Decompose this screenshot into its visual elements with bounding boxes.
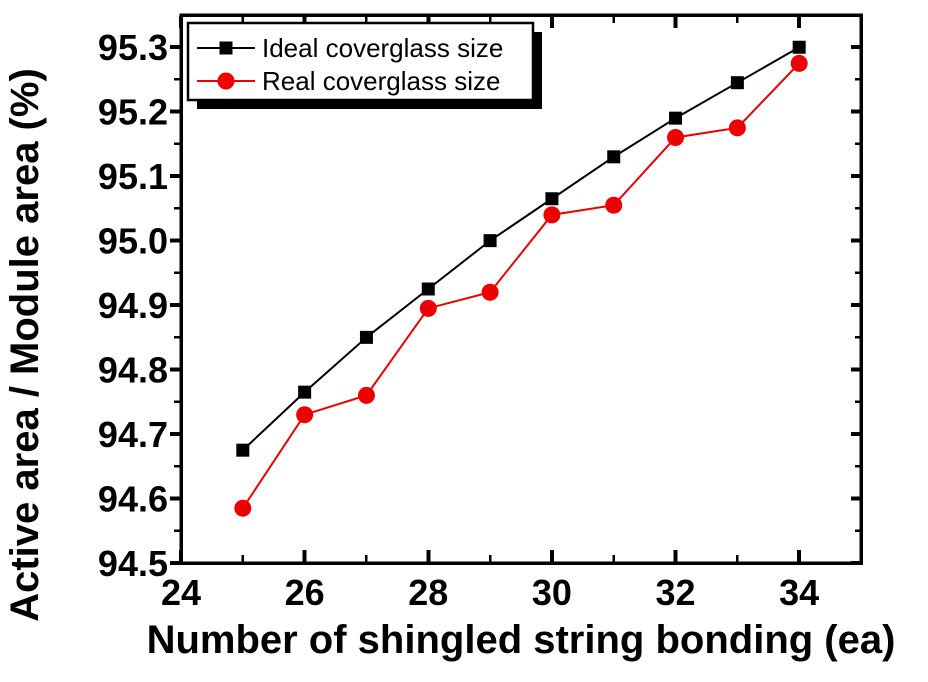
y-axis-title: Active area / Module area (%) xyxy=(3,68,47,622)
data-point xyxy=(234,499,252,517)
data-point xyxy=(545,192,559,206)
x-tick-labels: 24 26 28 30 32 34 xyxy=(161,572,819,613)
data-point xyxy=(730,76,744,90)
x-axis-title: Number of shingled string bonding (ea) xyxy=(147,618,896,662)
data-point xyxy=(792,40,806,54)
y-tick-label: 95.3 xyxy=(98,27,168,68)
legend-label: Ideal coverglass size xyxy=(262,33,503,63)
data-point xyxy=(298,385,312,399)
data-point xyxy=(728,119,746,137)
series-line xyxy=(242,46,800,451)
y-tick-label: 95.2 xyxy=(98,92,168,133)
data-point xyxy=(543,206,561,224)
data-point xyxy=(483,234,497,248)
y-tick-label: 94.9 xyxy=(98,285,168,326)
y-tick-label: 94.5 xyxy=(98,543,168,584)
y-tick-labels: 94.5 94.6 94.7 94.8 94.9 95.0 95.1 95.2 95.3 xyxy=(98,27,168,584)
x-tick-label: 28 xyxy=(408,572,448,613)
x-tick-label: 26 xyxy=(285,572,325,613)
data-point xyxy=(669,111,683,125)
data-point xyxy=(667,128,685,146)
data-point xyxy=(236,443,250,457)
y-tick-label: 94.6 xyxy=(98,479,168,520)
y-tick-label: 94.8 xyxy=(98,350,168,391)
data-point xyxy=(419,299,437,317)
data-point xyxy=(359,330,373,344)
legend-item-1: Real coverglass size xyxy=(197,66,500,96)
x-tick-label: 34 xyxy=(779,572,819,613)
series-1 xyxy=(234,54,808,517)
x-tick-label: 32 xyxy=(656,572,696,613)
data-point xyxy=(607,150,621,164)
y-tick-label: 95.1 xyxy=(98,156,168,197)
data-series xyxy=(234,40,808,517)
x-tick-label: 24 xyxy=(161,572,201,613)
x-tick-label: 30 xyxy=(532,572,572,613)
plot-frame xyxy=(179,13,863,565)
legend-circle-marker-icon xyxy=(217,72,235,90)
y-tick-label: 94.7 xyxy=(98,414,168,455)
data-point xyxy=(357,386,375,404)
series-line xyxy=(241,62,800,509)
legend-square-marker-icon xyxy=(219,41,233,55)
data-point xyxy=(481,283,499,301)
data-point xyxy=(296,406,314,424)
data-point xyxy=(605,196,623,214)
series-0 xyxy=(236,40,806,457)
legend-box xyxy=(186,21,535,102)
legend-item-0: Ideal coverglass size xyxy=(197,33,503,63)
y-tick-label: 95.0 xyxy=(98,221,168,262)
data-point xyxy=(421,282,435,296)
legend-label: Real coverglass size xyxy=(262,66,500,96)
data-point xyxy=(790,54,808,72)
